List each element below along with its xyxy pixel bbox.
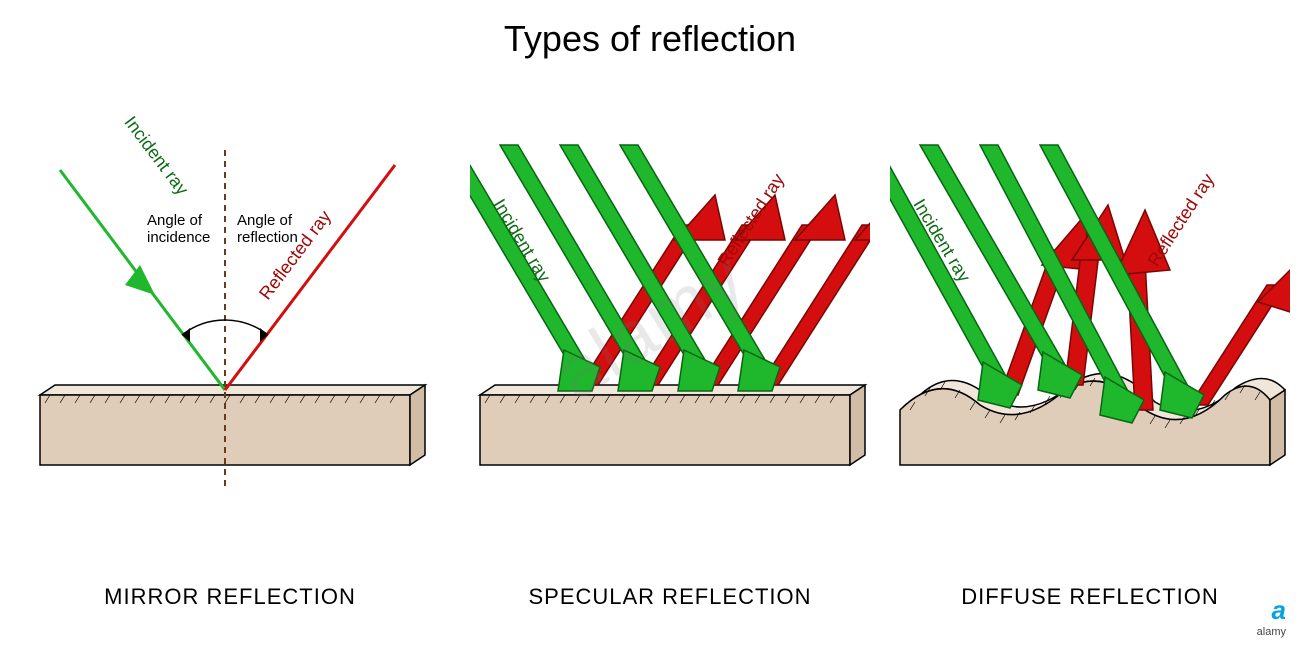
angle-reflection-label: Angle ofreflection — [237, 212, 298, 246]
corner-logo: a alamy — [1257, 595, 1286, 639]
logo-a-icon: a — [1272, 595, 1286, 626]
surface-block-wavy — [900, 374, 1285, 465]
specular-svg: Incident ray Reflected ray — [470, 110, 870, 530]
panel-diffuse: Incident ray Reflected ray DIFFUSE REFLE… — [890, 110, 1290, 530]
page-title: Types of reflection — [0, 18, 1300, 60]
surface-block — [40, 385, 425, 465]
corner-text: alamy — [1257, 626, 1286, 638]
diffuse-svg: Incident ray Reflected ray — [890, 110, 1290, 530]
panel-specular: Incident ray Reflected ray SPECULAR REFL… — [470, 110, 870, 530]
panel-label-specular: SPECULAR REFLECTION — [470, 584, 870, 610]
reflected-ray — [225, 165, 395, 390]
panel-label-diffuse: DIFFUSE REFLECTION — [890, 584, 1290, 610]
reflected-ray-label: Reflected ray — [1144, 170, 1219, 270]
angle-incidence-label: Angle ofincidence — [147, 212, 210, 246]
panel-label-mirror: MIRROR REFLECTION — [30, 584, 430, 610]
surface-block — [480, 385, 865, 465]
incident-arrowhead — [125, 265, 155, 295]
mirror-svg: Incident ray Reflected ray Angle ofincid… — [30, 110, 430, 530]
incident-ray-label: Incident ray — [120, 112, 192, 198]
panel-mirror: Incident ray Reflected ray Angle ofincid… — [30, 110, 430, 530]
